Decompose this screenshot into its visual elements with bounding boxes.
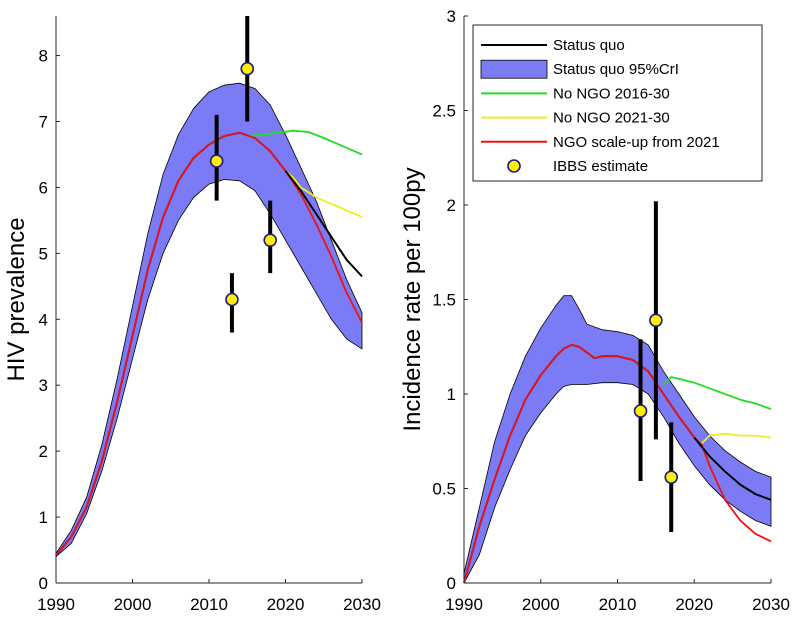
legend-swatch xyxy=(480,59,548,79)
prev-series-no-ngo-2016-30 xyxy=(247,129,363,156)
prev-x-tick-label: 2010 xyxy=(190,595,228,614)
prev-x-tick-label: 2030 xyxy=(343,595,381,614)
inc-ibbs-point xyxy=(649,313,663,328)
prev-ibbs-point xyxy=(263,233,278,247)
inc-x-tick-label: 2020 xyxy=(675,595,713,614)
inc-series-no-ngo-2021-30 xyxy=(701,432,772,444)
legend-label: Status quo xyxy=(553,37,625,54)
inc-y-tick-label: 1 xyxy=(447,385,456,404)
inc-status-quo-tail xyxy=(693,436,772,501)
inc-series-no-ngo-2016-30 xyxy=(662,376,772,410)
prev-series-ngo-scale-up-from-2021 xyxy=(55,131,363,556)
prev-ibbs-point xyxy=(240,61,255,76)
prev-x-tick-label: 2020 xyxy=(267,595,305,614)
inc-y-tick-label: 2.5 xyxy=(432,102,456,121)
prev-ibbs-point xyxy=(225,292,239,307)
prev-series-no-ngo-2021-30 xyxy=(284,170,363,218)
prev-x-tick-label: 2000 xyxy=(114,595,152,614)
inc-y-axis-label: Incidence rate per 100py xyxy=(399,167,426,431)
prev-y-tick-label: 0 xyxy=(39,574,48,593)
prev-y-tick-label: 7 xyxy=(39,112,48,131)
prev-x-tick-label: 1990 xyxy=(37,595,75,614)
inc-x-tick-label: 2010 xyxy=(599,595,637,614)
legend: Status quo Status quo 95%CrI No NGO 2016-3… xyxy=(472,24,763,182)
prev-y-tick-label: 1 xyxy=(39,508,48,527)
legend-box xyxy=(472,24,763,182)
prev-y-axis-label: HIV prevalence xyxy=(3,217,30,381)
prev-y-tick-label: 4 xyxy=(39,310,48,329)
prev-y-tick-label: 8 xyxy=(39,47,48,66)
inc-ibbs-point xyxy=(633,404,648,418)
legend-label: No NGO 2021-30 xyxy=(553,110,670,127)
prev-y-tick-label: 2 xyxy=(39,442,48,461)
prev-ibbs-point xyxy=(209,154,224,168)
inc-y-tick-label: 0 xyxy=(447,574,456,593)
legend-label: No NGO 2016-30 xyxy=(553,85,670,102)
inc-series-ngo-scale-up-from-2021 xyxy=(463,343,772,584)
prev-y-tick-label: 6 xyxy=(39,178,48,197)
legend-label: NGO scale-up from 2021 xyxy=(553,134,720,151)
inc-y-tick-label: 2 xyxy=(447,196,456,215)
inc-x-tick-label: 2000 xyxy=(522,595,560,614)
legend-label: IBBS estimate xyxy=(553,158,648,175)
inc-ci-band xyxy=(463,295,772,584)
inc-y-tick-label: 3 xyxy=(447,7,456,26)
inc-ibbs-point xyxy=(664,470,679,484)
inc-y-tick-label: 0.5 xyxy=(432,480,456,499)
prevalence-panel: 1990 2000 2010 2020 2030 0 1 2 3 4 5 6 7 8 HIV prevale… xyxy=(3,16,381,614)
prev-ci-band xyxy=(55,82,363,558)
inc-y-tick-label: 1.5 xyxy=(432,291,456,310)
inc-x-tick-label: 2030 xyxy=(752,595,790,614)
legend-label: Status quo 95%CrI xyxy=(553,61,679,78)
incidence-panel: 1990 2000 2010 2020 2030 0 0.5 1 1.5 2 2.5 3 Inciden… xyxy=(399,7,790,614)
prev-y-tick-label: 3 xyxy=(39,376,48,395)
legend-swatch xyxy=(507,159,521,173)
prev-status-quo-tail xyxy=(284,170,363,278)
prev-y-tick-label: 5 xyxy=(39,244,48,263)
inc-x-tick-label: 1990 xyxy=(445,595,483,614)
